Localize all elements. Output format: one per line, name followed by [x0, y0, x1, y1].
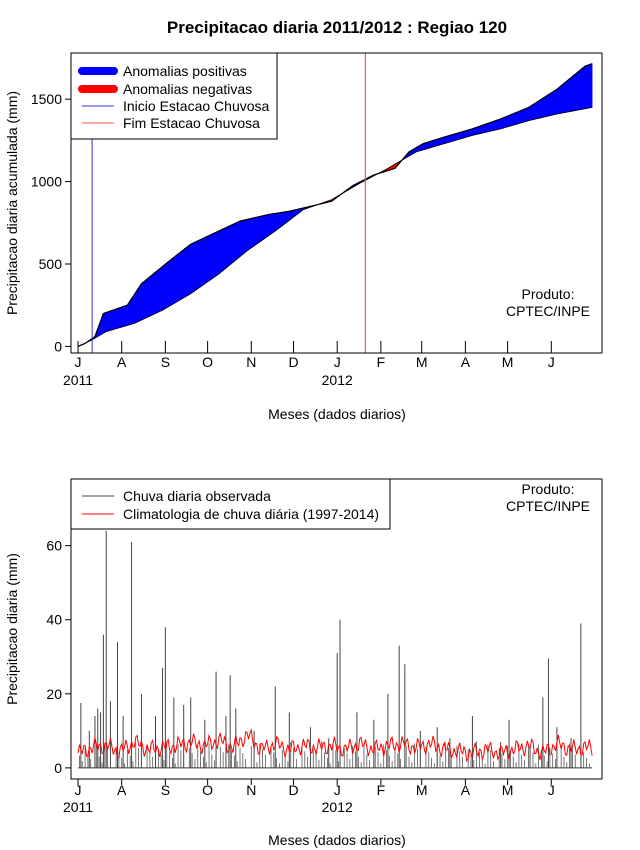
- top-plot-frame: [70, 52, 603, 354]
- daily-rain-bars: [78, 530, 593, 769]
- x-tick-label: J: [548, 782, 555, 798]
- x-tick-label: N: [246, 354, 256, 370]
- top-panel: 0 500 1000 1500 J A S O N D J F M A M J 2011 2012 Precip…: [4, 52, 603, 422]
- legend-negative-label: Anomalias negativas: [123, 81, 252, 97]
- y-tick-label: 1000: [31, 174, 62, 190]
- bottom-product-label: Produto:: [522, 481, 575, 497]
- bottom-product-source: CPTEC/INPE: [506, 498, 590, 514]
- year-label: 2012: [322, 799, 353, 815]
- top-product-label: Produto:: [522, 286, 575, 302]
- y-tick-label: 0: [54, 760, 62, 776]
- y-tick-label: 0: [54, 338, 62, 354]
- legend-end-label: Fim Estacao Chuvosa: [123, 115, 260, 131]
- x-tick-label: M: [416, 354, 428, 370]
- x-tick-label: A: [461, 782, 471, 798]
- x-tick-label: J: [334, 354, 341, 370]
- x-tick-label: M: [416, 782, 428, 798]
- x-tick-label: S: [161, 354, 170, 370]
- y-tick-label: 20: [46, 686, 62, 702]
- x-tick-label: F: [377, 782, 386, 798]
- top-product-source: CPTEC/INPE: [506, 303, 590, 319]
- positive-anomaly-segment: [590, 63, 593, 109]
- year-label: 2011: [63, 799, 93, 815]
- x-tick-label: M: [502, 782, 514, 798]
- legend-start-label: Inicio Estacao Chuvosa: [123, 98, 270, 114]
- x-tick-label: N: [246, 782, 256, 798]
- bottom-legend: Chuva diaria observada Climatologia de c…: [70, 478, 391, 530]
- bottom-legend-box: [70, 478, 391, 530]
- top-y-axis-label: Precipitacao diaria acumulada (mm): [4, 91, 20, 315]
- top-y-axis: 0 500 1000 1500: [31, 91, 71, 354]
- bottom-x-axis-label: Meses (dados diarios): [268, 832, 406, 848]
- y-tick-label: 1500: [31, 91, 62, 107]
- x-tick-label: D: [288, 354, 298, 370]
- x-tick-label: F: [377, 354, 386, 370]
- bottom-y-axis: 0 20 40 60: [46, 538, 71, 776]
- x-tick-label: A: [461, 354, 471, 370]
- chart-title: Precipitacao diaria 2011/2012 : Regiao 1…: [167, 18, 507, 37]
- observed-accumulated-line: [77, 63, 593, 347]
- y-tick-label: 60: [46, 538, 62, 554]
- top-legend: Anomalias positivas Anomalias negativas …: [70, 52, 278, 140]
- x-tick-label: D: [288, 782, 298, 798]
- x-tick-label: O: [202, 782, 213, 798]
- legend-observed-label: Chuva diaria observada: [123, 488, 271, 504]
- x-tick-label: J: [334, 782, 341, 798]
- climatology-line: [77, 728, 593, 763]
- y-tick-label: 500: [39, 256, 63, 272]
- bottom-y-axis-label: Precipitacao diaria (mm): [4, 553, 20, 705]
- x-tick-label: A: [117, 782, 127, 798]
- legend-climatology-label: Climatologia de chuva diária (1997-2014): [123, 506, 379, 522]
- legend-positive-label: Anomalias positivas: [123, 63, 247, 79]
- top-x-axis-label: Meses (dados diarios): [268, 406, 406, 422]
- x-tick-label: M: [502, 354, 514, 370]
- x-tick-label: S: [161, 782, 170, 798]
- x-tick-label: A: [117, 354, 127, 370]
- x-tick-label: J: [548, 354, 555, 370]
- x-tick-label: O: [202, 354, 213, 370]
- year-label: 2012: [322, 372, 353, 388]
- x-tick-label: J: [75, 354, 82, 370]
- top-x-axis: J A S O N D J F M A M J 2011 2012: [63, 341, 555, 388]
- x-tick-label: J: [75, 782, 82, 798]
- year-label: 2011: [63, 372, 93, 388]
- y-tick-label: 40: [46, 612, 62, 628]
